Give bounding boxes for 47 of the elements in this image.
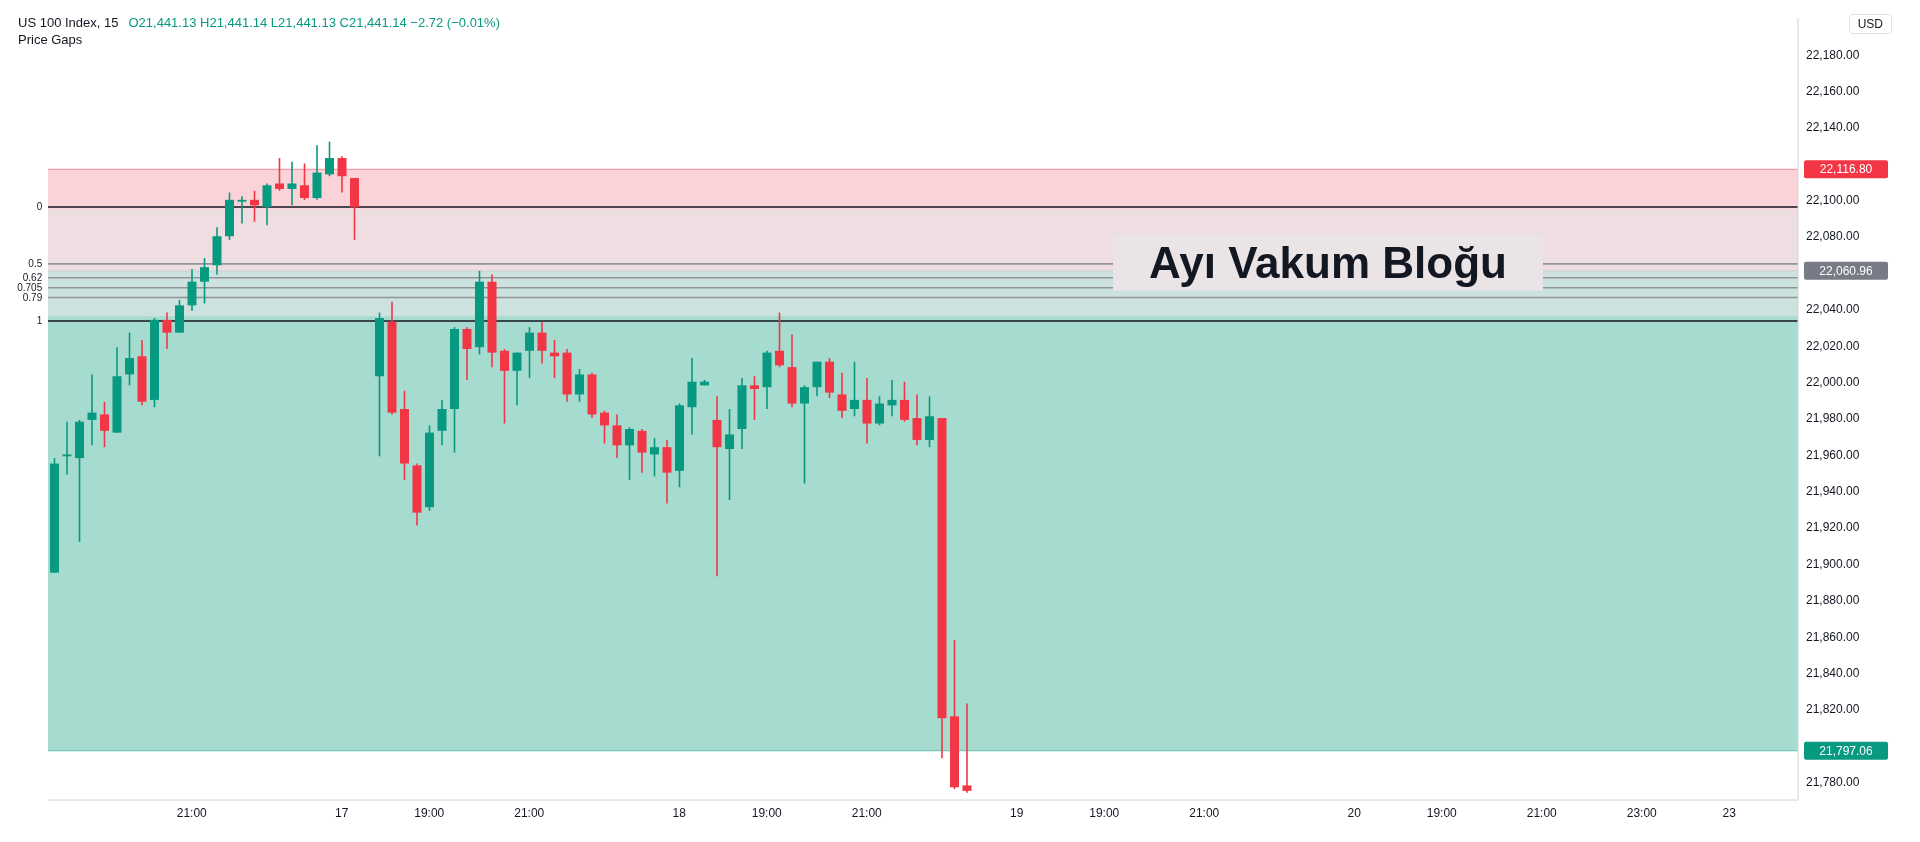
y-tick-label: 21,880.00 bbox=[1806, 593, 1860, 608]
y-tick-label: 22,020.00 bbox=[1806, 338, 1860, 353]
x-tick-label: 19 bbox=[1010, 805, 1024, 820]
y-tick-label: 22,040.00 bbox=[1806, 302, 1860, 317]
x-tick-label: 18 bbox=[672, 805, 687, 820]
x-tick-label: 21:00 bbox=[1189, 805, 1220, 820]
x-tick-label: 23:00 bbox=[1626, 805, 1658, 820]
x-tick-label: 19:00 bbox=[1426, 805, 1458, 820]
y-tick-label: 21,840.00 bbox=[1806, 665, 1860, 680]
band-label: Ayı Vakum Bloğu bbox=[1149, 237, 1507, 287]
y-tick-label: 22,100.00 bbox=[1806, 193, 1860, 208]
text: 1 bbox=[36, 315, 43, 327]
x-tick-label: 19:00 bbox=[414, 805, 445, 820]
y-tick-label: 22,160.00 bbox=[1806, 84, 1860, 98]
y-tick-label: 21,860.00 bbox=[1806, 629, 1860, 644]
x-tick-label: 19:00 bbox=[1089, 805, 1120, 820]
x-tick-label: 21:00 bbox=[851, 805, 883, 820]
annotation: Price Gaps bbox=[18, 31, 84, 48]
text: 0 bbox=[36, 201, 43, 213]
y-tick-label: 21,780.00 bbox=[1806, 775, 1860, 790]
y-tick-label: 21,980.00 bbox=[1806, 411, 1860, 426]
x-tick-label: 17 bbox=[335, 805, 349, 820]
x-tick-label: 21:00 bbox=[514, 805, 545, 820]
x-tick-label: 23 bbox=[1722, 805, 1737, 820]
y-axis-title: USD bbox=[1848, 14, 1892, 34]
y-tick-label: 22,000.00 bbox=[1806, 374, 1860, 389]
y-tick-label: 21,920.00 bbox=[1806, 520, 1860, 535]
ref-line-label: 22,116.80 bbox=[1819, 162, 1873, 177]
y-tick-label: 21,940.00 bbox=[1806, 484, 1860, 499]
x-tick-label: 21:00 bbox=[176, 805, 208, 820]
x-tick-label: 19:00 bbox=[751, 805, 783, 820]
y-tick-label: 22,140.00 bbox=[1806, 120, 1860, 135]
chart-title: US 100 Index, 15 bbox=[18, 15, 119, 30]
text: 0.79 bbox=[22, 292, 43, 304]
y-tick-label: 21,960.00 bbox=[1806, 447, 1860, 462]
x-tick-label: 21:00 bbox=[1526, 805, 1558, 820]
text: 0.62 bbox=[22, 272, 43, 284]
annotation: O21,441.13 H21,441.14 L21,441.13 C21,441.14 −2.72 (−0.01%) bbox=[128, 15, 500, 30]
y-tick-label: 22,180.00 bbox=[1806, 47, 1860, 62]
text: 0.5 bbox=[28, 258, 43, 270]
y-tick-label: 21,900.00 bbox=[1806, 556, 1860, 571]
y-tick-label: 21,820.00 bbox=[1806, 702, 1860, 717]
ref-line-label: 22,060.96 bbox=[1819, 263, 1874, 278]
y-tick-label: 22,080.00 bbox=[1806, 229, 1860, 244]
x-tick-label: 20 bbox=[1347, 805, 1362, 820]
text: 0.705 bbox=[17, 282, 43, 294]
ref-line-label: 21,797.06 bbox=[1819, 743, 1874, 758]
